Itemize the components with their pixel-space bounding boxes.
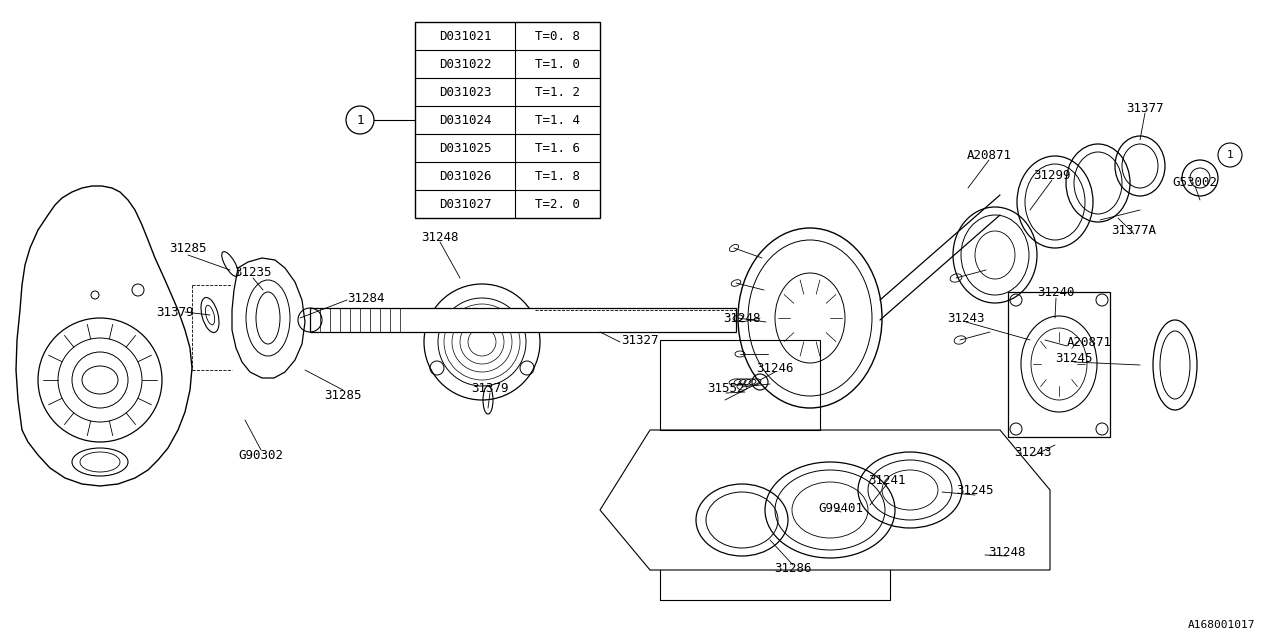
Text: D031025: D031025 [439, 141, 492, 154]
Text: 31285: 31285 [169, 241, 207, 255]
Text: T=1. 2: T=1. 2 [535, 86, 580, 99]
Text: 31245: 31245 [956, 483, 993, 497]
Text: D031022: D031022 [439, 58, 492, 70]
Text: 31286: 31286 [774, 561, 812, 575]
Text: 31248: 31248 [988, 545, 1025, 559]
Text: A168001017: A168001017 [1188, 620, 1254, 630]
Text: D031023: D031023 [439, 86, 492, 99]
Text: 31379: 31379 [471, 381, 508, 394]
Text: 31377: 31377 [1126, 102, 1164, 115]
Bar [310, 308, 736, 332]
Text: T=1. 6: T=1. 6 [535, 141, 580, 154]
Text: T=0. 8: T=0. 8 [535, 29, 580, 42]
Text: 31241: 31241 [868, 474, 906, 486]
Text: 31246: 31246 [756, 362, 794, 374]
Text: 1: 1 [356, 113, 364, 127]
Text: 31552: 31552 [708, 381, 745, 394]
Text: D031024: D031024 [439, 113, 492, 127]
Text: 31243: 31243 [1014, 445, 1052, 458]
Text: 31248: 31248 [723, 312, 760, 324]
Text: A20871: A20871 [966, 148, 1011, 161]
Text: D031021: D031021 [439, 29, 492, 42]
Text: 31284: 31284 [347, 291, 384, 305]
Text: T=1. 0: T=1. 0 [535, 58, 580, 70]
Text: T=2. 0: T=2. 0 [535, 198, 580, 211]
Text: 1: 1 [1226, 150, 1234, 160]
Text: 31245: 31245 [1055, 351, 1093, 365]
Bar [1009, 292, 1110, 437]
Text: 31327: 31327 [621, 333, 658, 346]
Text: A20871: A20871 [1068, 335, 1112, 349]
Text: 31240: 31240 [1037, 285, 1075, 298]
Text: D031026: D031026 [439, 170, 492, 182]
Text: 31243: 31243 [947, 312, 984, 324]
Text: 31285: 31285 [324, 388, 362, 401]
Text: D031027: D031027 [439, 198, 492, 211]
Text: 31377A: 31377A [1111, 223, 1157, 237]
Text: 31235: 31235 [234, 266, 271, 278]
Text: 31299: 31299 [1033, 168, 1071, 182]
Text: 31248: 31248 [421, 230, 458, 243]
Text: G53002: G53002 [1172, 175, 1217, 189]
Bar [415, 22, 600, 218]
Text: G99401: G99401 [818, 502, 864, 515]
Text: T=1. 8: T=1. 8 [535, 170, 580, 182]
Text: T=1. 4: T=1. 4 [535, 113, 580, 127]
Text: G90302: G90302 [238, 449, 283, 461]
Text: 31379: 31379 [156, 305, 193, 319]
